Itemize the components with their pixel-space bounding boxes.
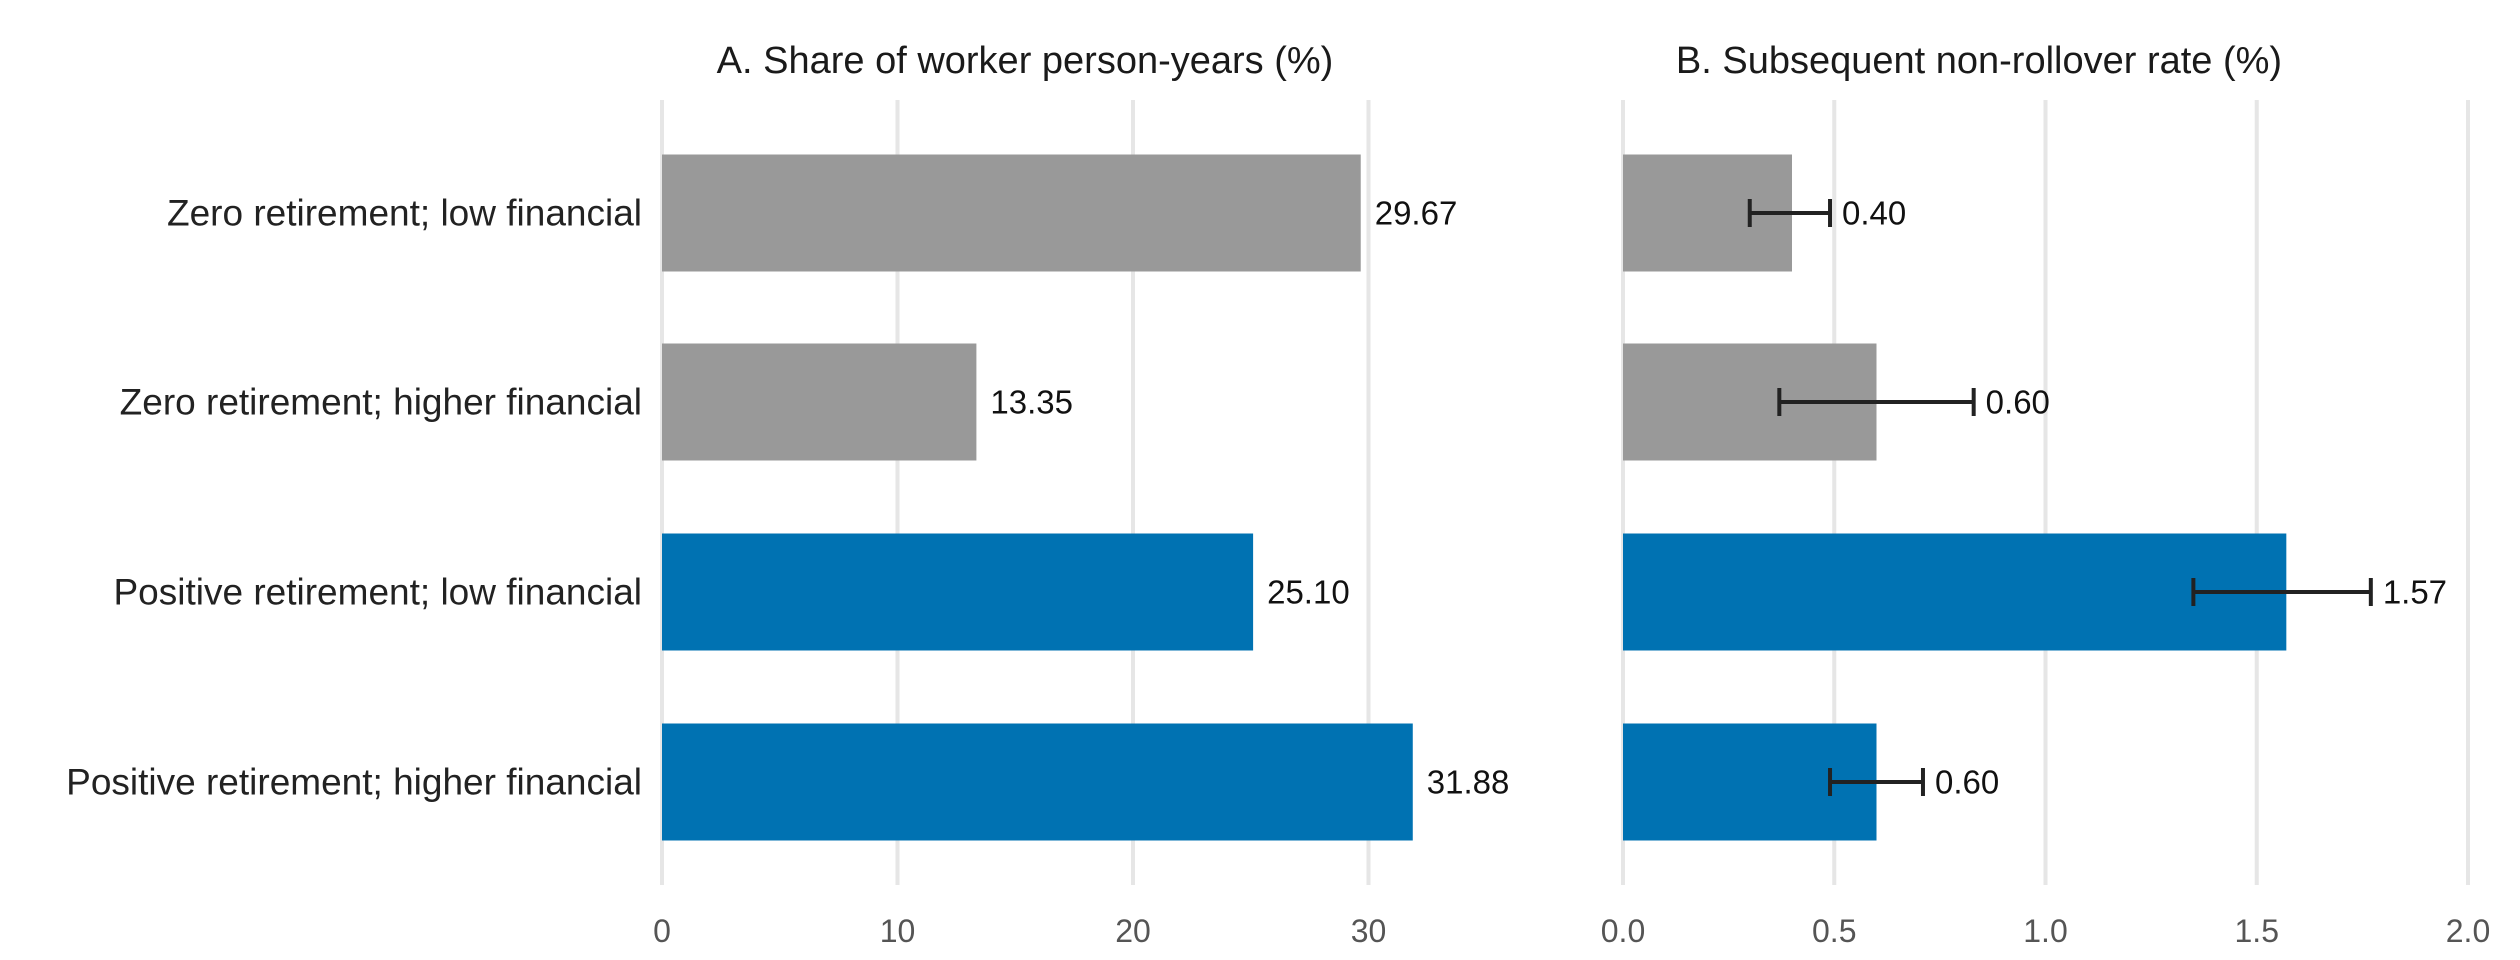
panel-a-x-tick-label: 0 xyxy=(653,913,671,949)
panel-b-x-tick-label: 0.0 xyxy=(1601,913,1645,949)
panel-b-value-label: 0.60 xyxy=(1935,764,1999,801)
panel-a-value-label: 13.35 xyxy=(990,384,1073,421)
panel-a-bar xyxy=(662,533,1254,651)
panel-b-x-tick-label: 1.0 xyxy=(2023,913,2067,949)
panel-b: B. Subsequent non-rollover rate (%) 0.0 0… xyxy=(1601,40,2490,949)
panel-b-error-bar xyxy=(1828,768,1925,796)
panel-a-value-label: 29.67 xyxy=(1375,195,1458,232)
category-label: Positive retirement; low financial xyxy=(114,572,643,613)
panel-a: A. Share of worker person-years (%) 0 10 2… xyxy=(653,40,1509,949)
panel-a-bar xyxy=(662,343,977,461)
panel-b-bar xyxy=(1623,533,2287,651)
panel-b-error-bar xyxy=(1777,388,1976,416)
panel-b-value-label: 0.40 xyxy=(1842,195,1906,232)
panel-b-value-label: 0.60 xyxy=(1986,384,2050,421)
panel-a-value-label: 31.88 xyxy=(1427,764,1510,801)
panel-a-x-tick-label: 10 xyxy=(880,913,916,949)
category-label: Zero retirement; higher financial xyxy=(120,382,642,423)
panel-a-bar xyxy=(662,723,1413,841)
panel-b-value-label: 1.57 xyxy=(2383,574,2447,611)
panel-b-error-bar xyxy=(2191,578,2373,606)
panel-b-error-bar xyxy=(1747,199,1833,227)
panel-a-title: A. Share of worker person-years (%) xyxy=(717,40,1334,82)
category-label: Zero retirement; low financial xyxy=(167,193,642,234)
panel-b-title: B. Subsequent non-rollover rate (%) xyxy=(1676,40,2282,82)
category-labels: Zero retirement; low financial Zero retir… xyxy=(66,193,642,803)
panel-b-x-tick-label: 1.5 xyxy=(2235,913,2279,949)
panel-b-x-tick-label: 0.5 xyxy=(1812,913,1856,949)
panel-b-x-tick-label: 2.0 xyxy=(2446,913,2490,949)
panel-a-bar xyxy=(662,154,1361,272)
category-label: Positive retirement; higher financial xyxy=(66,762,642,803)
panel-a-value-label: 25.10 xyxy=(1267,574,1350,611)
panel-a-x-tick-label: 20 xyxy=(1115,913,1151,949)
panel-a-x-tick-label: 30 xyxy=(1351,913,1387,949)
